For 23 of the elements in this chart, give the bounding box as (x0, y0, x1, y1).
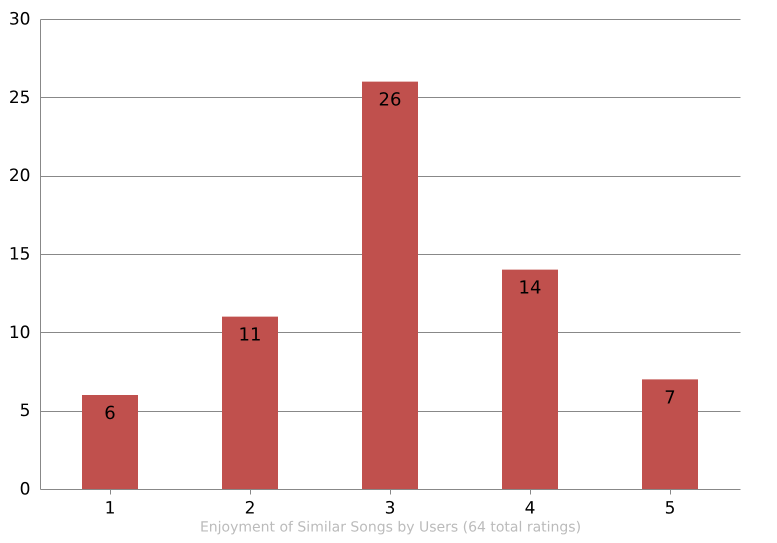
y-tick-label: 25 (8, 88, 30, 108)
y-tick-label: 30 (8, 10, 30, 30)
x-tick-label: 5 (664, 498, 676, 518)
x-tick-label: 4 (524, 498, 536, 518)
bar (362, 82, 418, 489)
x-tick-label: 3 (384, 498, 396, 518)
x-axis-title: Enjoyment of Similar Songs by Users (64 total ratings) (200, 520, 582, 536)
y-tick-label: 15 (8, 244, 30, 264)
y-tick-label: 20 (8, 166, 30, 186)
y-tick-label: 5 (20, 401, 30, 422)
bar (642, 379, 698, 489)
y-tick-label: 0 (20, 480, 30, 500)
bar (222, 316, 278, 489)
bar (82, 395, 138, 489)
x-tick-label: 2 (244, 498, 256, 518)
data-label: 6 (104, 403, 116, 424)
x-tick-label: 1 (104, 498, 116, 518)
data-label: 14 (518, 278, 542, 299)
data-label: 7 (664, 387, 676, 408)
y-tick-label: 10 (8, 322, 30, 343)
data-label: 26 (378, 90, 402, 111)
data-label: 11 (238, 324, 262, 346)
bar (502, 270, 558, 489)
